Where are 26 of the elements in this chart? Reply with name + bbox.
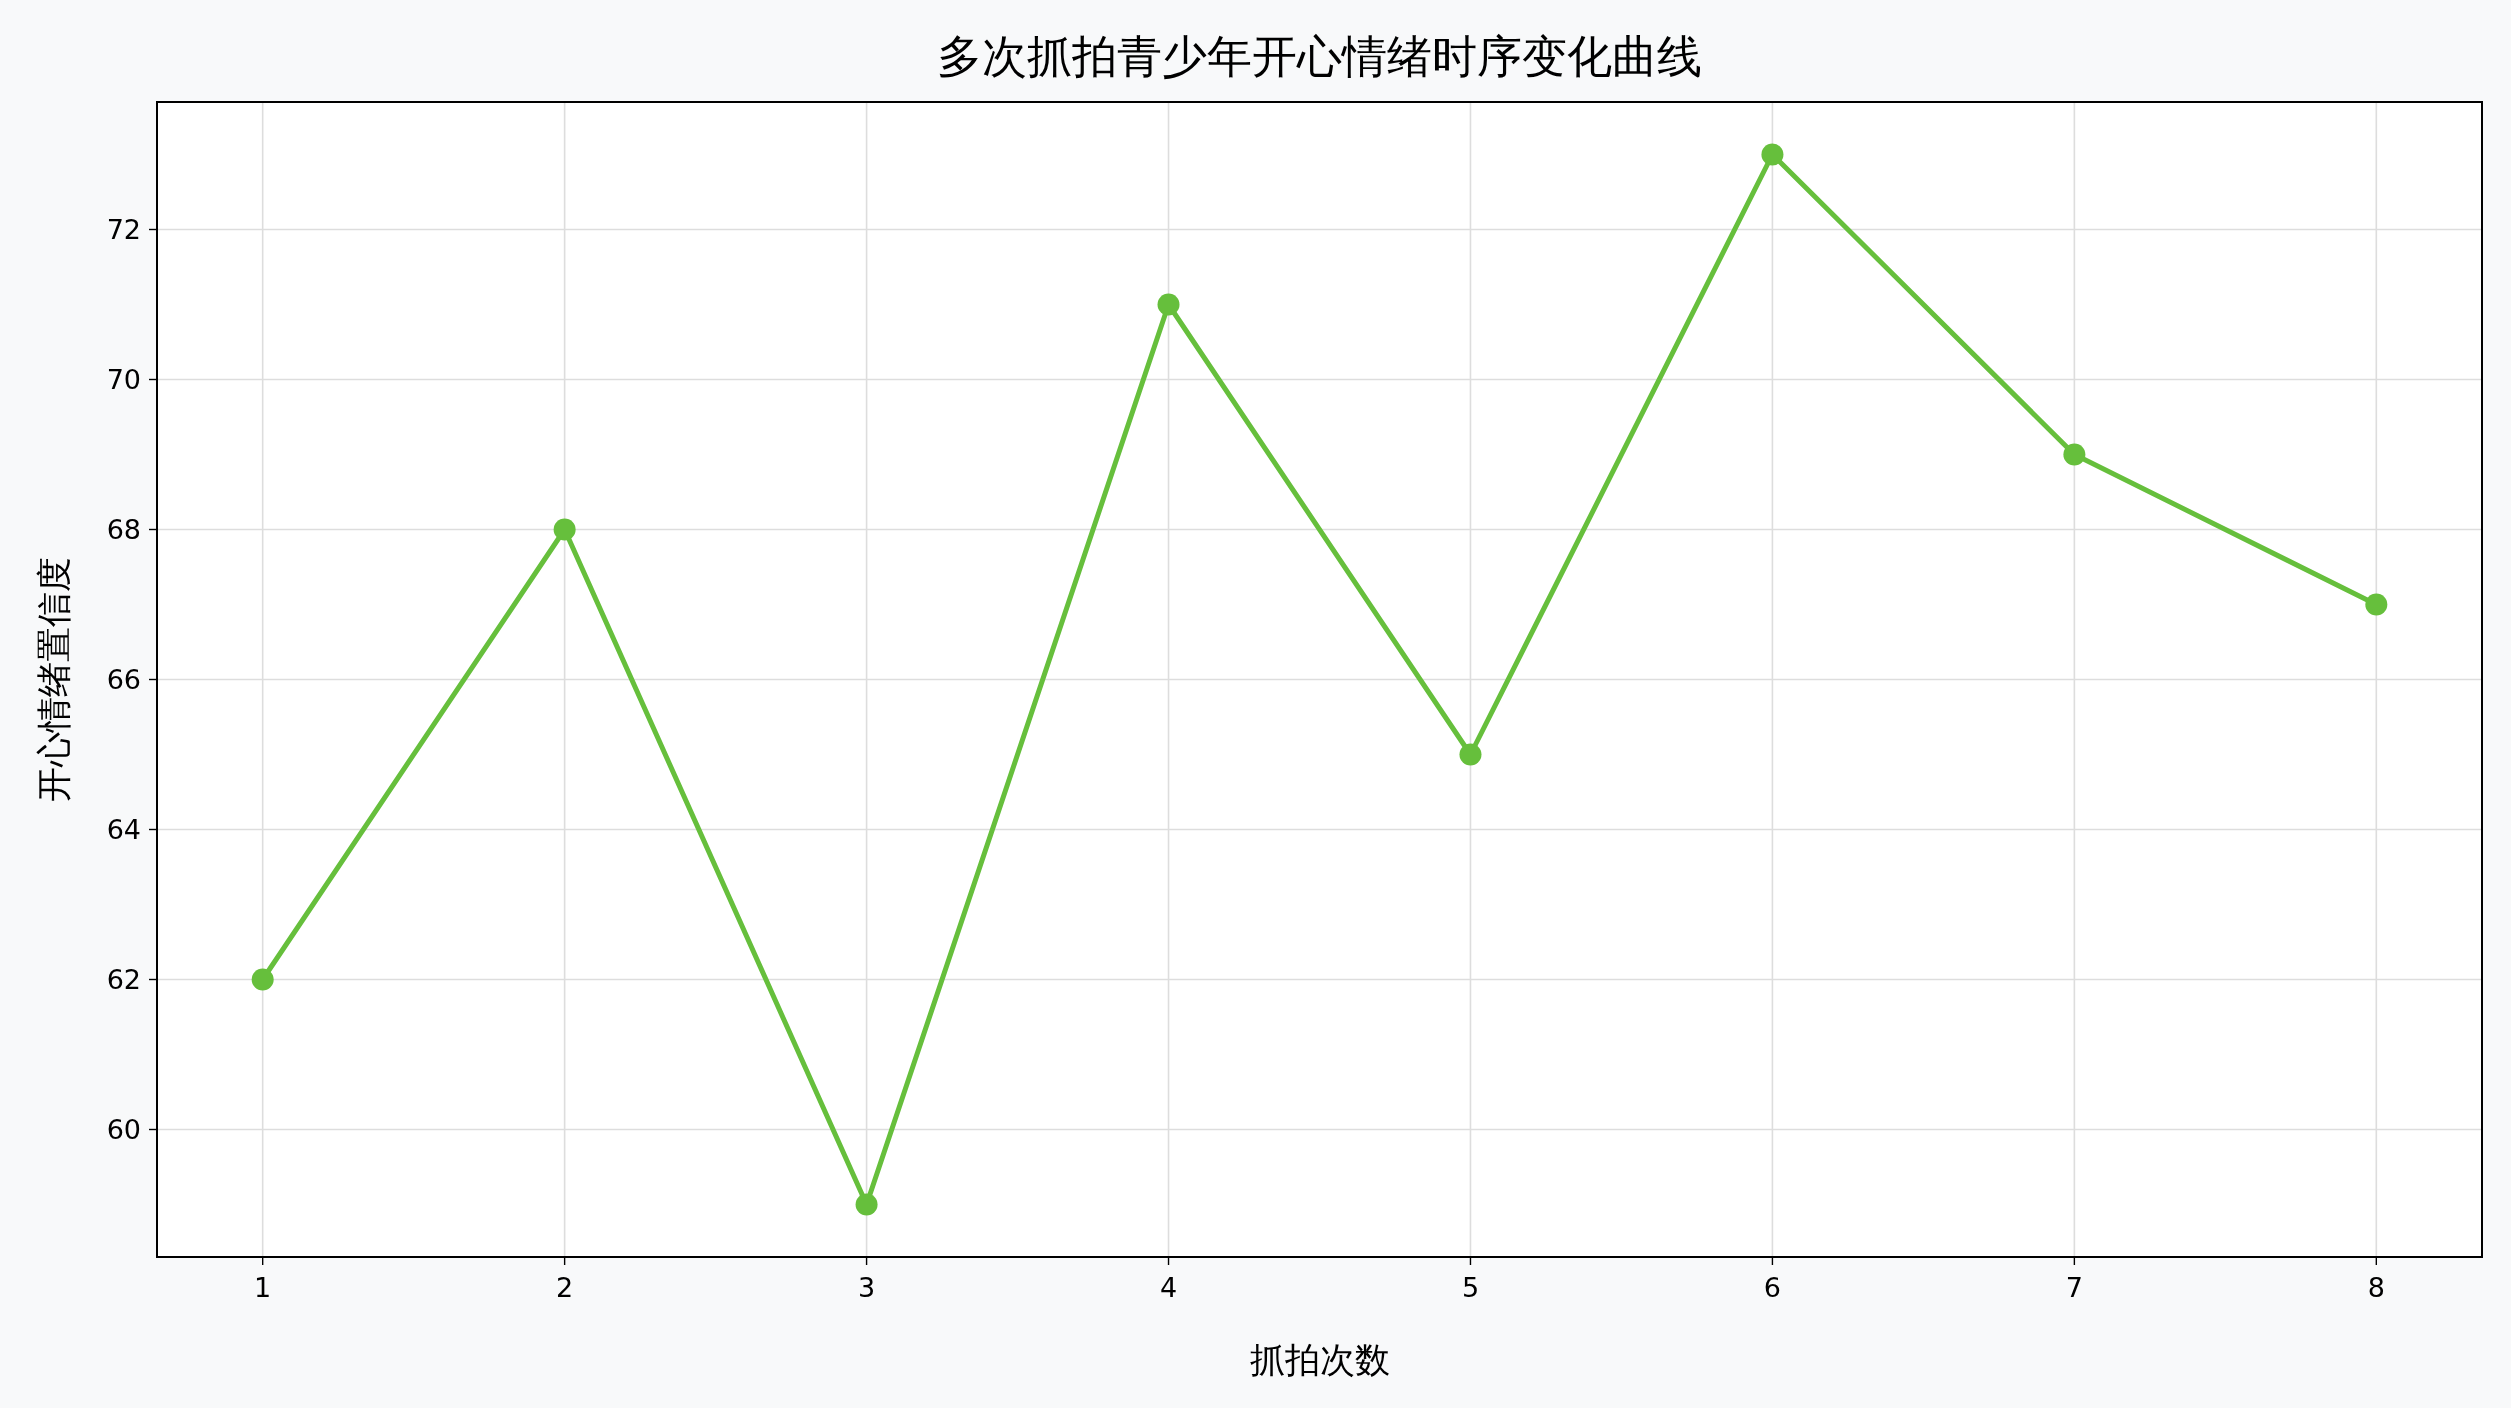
x-tick-label: 1	[254, 1272, 272, 1303]
x-tick-label: 4	[1159, 1272, 1178, 1303]
point	[251, 968, 274, 991]
x-axis-title: 抓拍次数	[1249, 1340, 1390, 1380]
y-tick-label: 72	[106, 213, 141, 245]
x-tick-label: 6	[1763, 1272, 1782, 1303]
chart-title: 多次抓拍青少年开心情绪时序变化曲线	[937, 30, 1702, 83]
y-tick-label: 68	[106, 513, 141, 545]
point	[1761, 143, 1784, 166]
x-tick-label: 2	[556, 1272, 574, 1303]
x-tick-label: 3	[857, 1272, 876, 1303]
y-tick-label: 66	[106, 663, 141, 695]
point	[1459, 743, 1482, 766]
point	[2365, 593, 2388, 616]
y-axis-title: 开心情绪置信度	[34, 557, 74, 802]
x-tick-label: 7	[2065, 1272, 2083, 1303]
point	[1157, 293, 1180, 316]
point	[855, 1193, 878, 1216]
y-tick-label: 62	[106, 963, 141, 995]
y-tick-label: 60	[106, 1113, 141, 1145]
point	[2063, 443, 2086, 466]
y-tick-label: 64	[106, 813, 141, 845]
y-tick-label: 70	[106, 363, 141, 395]
x-tick-label: 8	[2367, 1272, 2385, 1303]
point	[553, 518, 576, 541]
x-tick-label: 5	[1461, 1272, 1480, 1303]
